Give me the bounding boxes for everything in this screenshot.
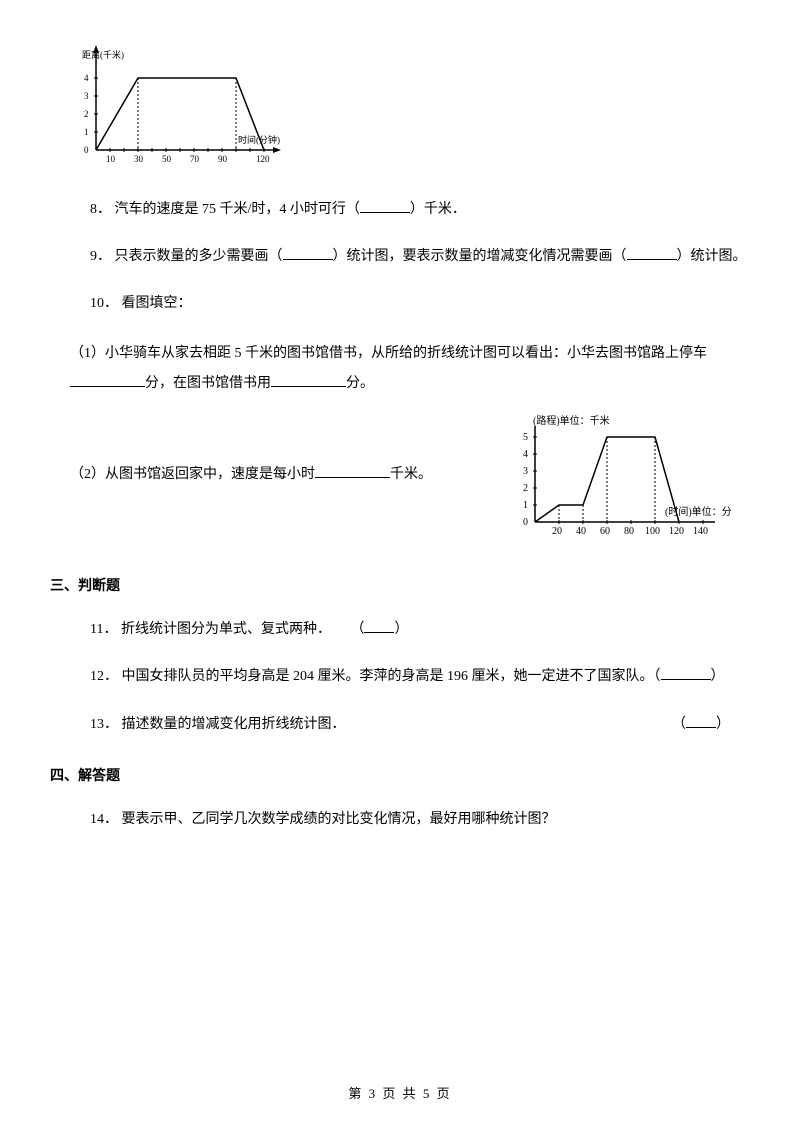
question-9: 9． 只表示数量的多少需要画（ ）统计图，要表示数量的增减变化情况需要画（ ）统计图… [90, 244, 750, 269]
svg-text:4: 4 [523, 449, 528, 460]
blank [364, 617, 394, 633]
blank [627, 244, 677, 260]
svg-text:3: 3 [84, 91, 89, 101]
svg-text:70: 70 [190, 154, 200, 164]
svg-text:40: 40 [576, 526, 586, 537]
q10-sub1-c: 分。 [346, 376, 374, 391]
svg-text:3: 3 [523, 466, 528, 477]
svg-text:1: 1 [523, 500, 528, 511]
svg-text:120: 120 [256, 154, 270, 164]
svg-text:(路程)单位：千米: (路程)单位：千米 [533, 414, 610, 427]
q12-text-b: ） [711, 669, 725, 684]
chart-distance-time-2: (路程)单位：千米 0 1 2 3 4 5 20 40 60 80 100 12… [505, 412, 750, 547]
question-8: 8． 汽车的速度是 75 千米/时，4 小时可行（ ）千米． [90, 197, 750, 222]
svg-text:2: 2 [523, 483, 528, 494]
svg-text:20: 20 [552, 526, 562, 537]
q8-text-b: ）千米． [410, 202, 466, 217]
svg-text:100: 100 [645, 526, 660, 537]
blank [271, 371, 346, 387]
q10-sub1-a: （1）小华骑车从家去相距 5 千米的图书馆借书，从所给的折线统计图可以看出：小华… [70, 346, 707, 361]
question-11: 11． 折线统计图分为单式、复式两种． （ ） [90, 617, 750, 642]
q8-num: 8． [90, 202, 111, 217]
blank [70, 371, 145, 387]
svg-text:120: 120 [669, 526, 684, 537]
q11-text: 折线统计图分为单式、复式两种． [121, 622, 331, 637]
q8-text-a: 汽车的速度是 75 千米/时，4 小时可行（ [115, 202, 360, 217]
svg-text:2: 2 [84, 109, 89, 119]
section-4-header: 四、解答题 [50, 765, 750, 785]
q10-sub2-b: 千米。 [390, 467, 432, 482]
chart-distance-time-1: 距离(千米) 0 1 2 3 4 10 30 50 70 90 [66, 40, 750, 175]
blank [315, 462, 390, 478]
svg-text:80: 80 [624, 526, 634, 537]
svg-text:0: 0 [523, 517, 528, 528]
paren-close: ） [394, 622, 408, 637]
blank [661, 664, 711, 680]
q9-text-a: 只表示数量的多少需要画（ [115, 249, 283, 264]
paren-open: （ [350, 622, 364, 637]
blank [686, 712, 716, 728]
q9-text-b: ）统计图，要表示数量的增减变化情况需要画（ [333, 249, 627, 264]
svg-text:30: 30 [134, 154, 144, 164]
question-13: 13． 描述数量的增减变化用折线统计图． （ ） [90, 712, 750, 737]
question-10-sub1: （1）小华骑车从家去相距 5 千米的图书馆借书，从所给的折线统计图可以看出：小华… [70, 339, 750, 401]
q10-sub2-a: （2）从图书馆返回家中，速度是每小时 [70, 467, 315, 482]
q11-num: 11． [90, 622, 117, 637]
section-3-header: 三、判断题 [50, 575, 750, 595]
q10-sub1-b: 分，在图书馆借书用 [145, 376, 271, 391]
q9-text-c: ）统计图。 [677, 249, 747, 264]
q10-num: 10． [90, 296, 118, 311]
svg-text:140: 140 [693, 526, 708, 537]
q12-text-a: 中国女排队员的平均身高是 204 厘米。李萍的身高是 196 厘米，她一定进不了… [122, 669, 661, 684]
paren-close: ） [716, 717, 730, 732]
q10-title: 看图填空： [122, 296, 192, 311]
svg-text:1: 1 [84, 127, 89, 137]
q9-num: 9． [90, 249, 111, 264]
question-14: 14． 要表示甲、乙同学几次数学成绩的对比变化情况，最好用哪种统计图？ [90, 807, 750, 832]
question-12: 12． 中国女排队员的平均身高是 204 厘米。李萍的身高是 196 厘米，她一… [90, 664, 750, 689]
svg-text:60: 60 [600, 526, 610, 537]
blank [283, 244, 333, 260]
page-footer: 第 3 页 共 5 页 [0, 1083, 800, 1102]
q14-num: 14． [90, 812, 118, 827]
blank [360, 197, 410, 213]
svg-text:90: 90 [218, 154, 228, 164]
paren-open: （ [672, 717, 686, 732]
svg-text:4: 4 [84, 73, 89, 83]
q13-text: 描述数量的增减变化用折线统计图． [122, 717, 346, 732]
question-10-title: 10． 看图填空： [90, 291, 750, 316]
q14-text: 要表示甲、乙同学几次数学成绩的对比变化情况，最好用哪种统计图？ [122, 812, 556, 827]
q13-num: 13． [90, 717, 118, 732]
svg-text:10: 10 [106, 154, 116, 164]
q12-num: 12． [90, 669, 118, 684]
svg-text:5: 5 [523, 432, 528, 443]
svg-text:0: 0 [84, 145, 89, 155]
svg-text:50: 50 [162, 154, 172, 164]
svg-text:距离(千米): 距离(千米) [82, 49, 124, 60]
